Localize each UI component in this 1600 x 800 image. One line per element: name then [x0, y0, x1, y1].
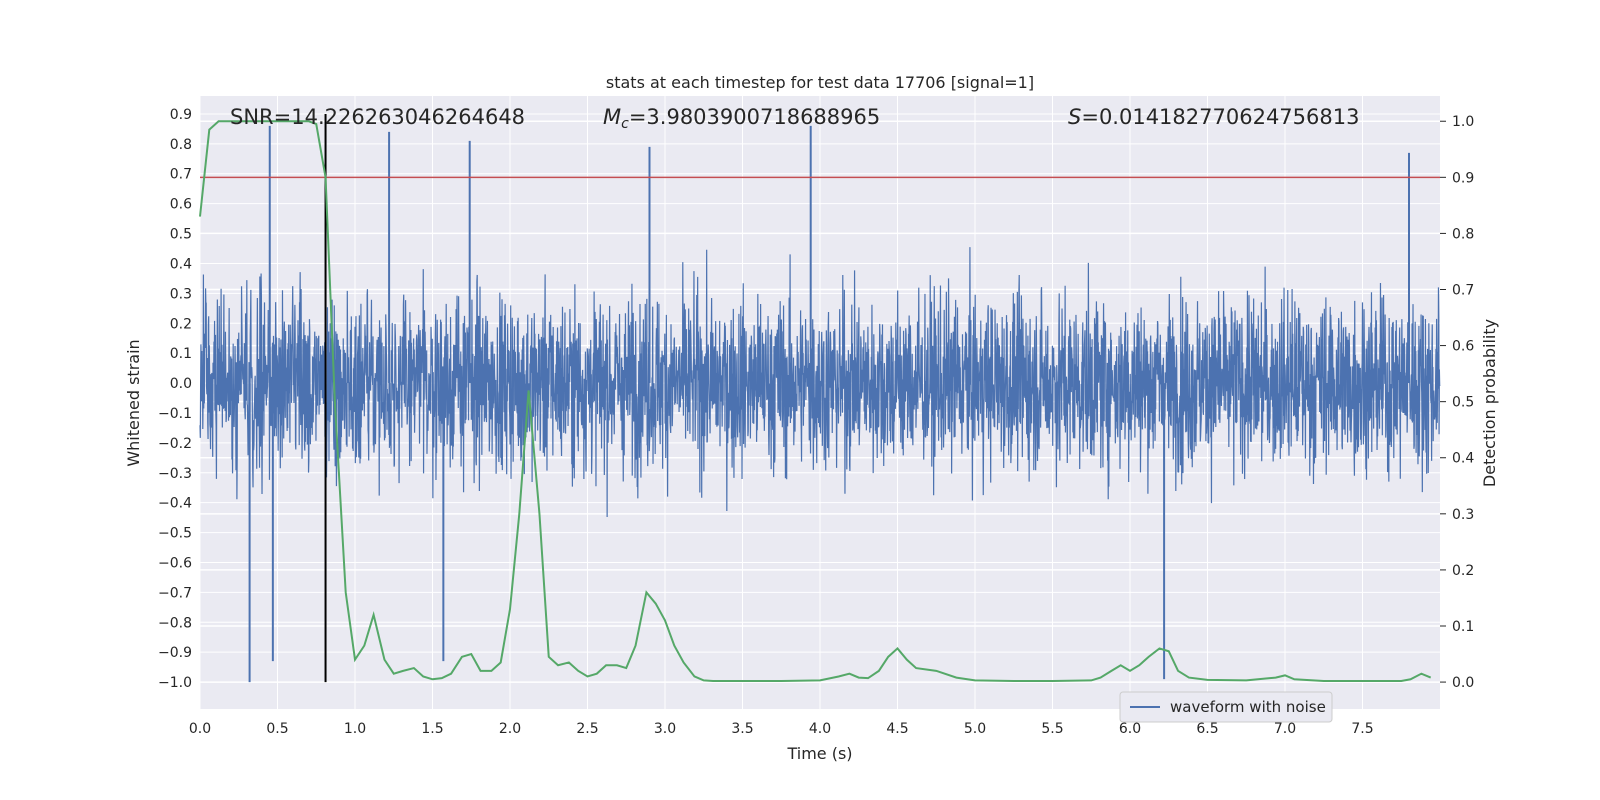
y-left-axis-label: Whitened strain	[124, 339, 143, 466]
legend: waveform with noise	[1119, 691, 1333, 723]
y-right-tick-label: 0.3	[1452, 507, 1474, 523]
y-left-tick-label: 0.6	[170, 197, 192, 213]
legend-label: waveform with noise	[1170, 698, 1326, 716]
s-value: =0.014182770624756813	[1081, 105, 1359, 129]
y-right-tick-label: 0.7	[1452, 282, 1474, 298]
y-right-axis-label: Detection probability	[1480, 319, 1499, 487]
y-left-tick-label: −0.3	[158, 466, 192, 482]
y-right-tick-label: 0.8	[1452, 226, 1474, 242]
y-right-tick-label: 0.9	[1452, 170, 1474, 186]
chirp-mass-subscript: c	[621, 116, 629, 132]
y-left-tick-label: 0.2	[170, 316, 192, 332]
x-tick-label: 5.0	[964, 721, 986, 737]
x-tick-label: 1.0	[344, 721, 366, 737]
x-tick-label: 0.5	[266, 721, 288, 737]
waveform-path	[199, 247, 1441, 518]
probability-series	[199, 120, 1432, 682]
waveform-series	[199, 125, 1441, 683]
y-left-tick-labels: 0.9 0.8 0.7 0.6 0.5 0.4 0.3 0.2 0.1 0.0 −0.1 −0.2 −0…	[158, 107, 192, 691]
chirp-mass-annotation: Mc=3.9803900718688965	[603, 105, 880, 132]
y-left-tick-label: −0.5	[158, 526, 192, 542]
y-left-tick-label: −0.4	[158, 496, 192, 512]
x-tick-label: 3.5	[731, 721, 753, 737]
x-tick-label: 3.0	[654, 721, 676, 737]
y-left-tick-label: −0.6	[158, 555, 192, 571]
y-left-tick-label: −0.9	[158, 645, 192, 661]
x-tick-label: 7.5	[1351, 721, 1373, 737]
x-tick-label: 0.0	[189, 721, 211, 737]
y-right-tick-label: 0.0	[1452, 675, 1474, 691]
y-right-tick-label: 1.0	[1452, 114, 1474, 130]
y-left-tick-label: 0.7	[170, 167, 192, 183]
y-left-tick-label: 0.1	[170, 346, 192, 362]
y-right-tick-label: 0.1	[1452, 619, 1474, 635]
x-tick-label: 6.0	[1119, 721, 1141, 737]
y-left-tick-label: −0.8	[158, 615, 192, 631]
x-tick-label: 4.5	[886, 721, 908, 737]
x-tick-labels: 0.0 0.5 1.0 1.5 2.0 2.5 3.0 3.5 4.0 4.5 5.0 5.5 6.0 6…	[189, 721, 1374, 737]
s-annotation: S=0.014182770624756813	[1068, 105, 1359, 129]
snr-annotation: SNR=14.226263046264648	[230, 105, 525, 129]
x-tick-label: 7.0	[1274, 721, 1296, 737]
y-left-tick-label: 0.5	[170, 227, 192, 243]
y-left-tick-label: −0.7	[158, 585, 192, 601]
chirp-mass-symbol: M	[603, 105, 621, 129]
y-right-tick-labels: 1.0 0.9 0.8 0.7 0.6 0.5 0.4 0.3 0.2 0.1 0.0	[1440, 114, 1474, 691]
x-tick-label: 5.5	[1041, 721, 1063, 737]
y-right-tick-label: 0.4	[1452, 451, 1474, 467]
y-left-tick-label: 0.0	[170, 376, 192, 392]
chart-title: stats at each timestep for test data 177…	[606, 73, 1034, 92]
y-left-tick-label: −0.1	[158, 406, 192, 422]
y-left-tick-label: −0.2	[158, 436, 192, 452]
y-left-tick-label: −1.0	[158, 675, 192, 691]
legend-box	[1119, 691, 1333, 723]
chirp-mass-value: =3.9803900718688965	[629, 105, 880, 129]
y-right-tick-label: 0.2	[1452, 563, 1474, 579]
x-tick-label: 1.5	[421, 721, 443, 737]
x-axis-label: Time (s)	[786, 744, 852, 763]
x-tick-label: 4.0	[809, 721, 831, 737]
s-symbol: S	[1068, 105, 1081, 129]
x-tick-label: 6.5	[1196, 721, 1218, 737]
x-tick-label: 2.0	[499, 721, 521, 737]
x-tick-label: 2.5	[576, 721, 598, 737]
y-left-tick-label: 0.8	[170, 137, 192, 153]
y-left-tick-label: 0.4	[170, 256, 192, 272]
y-left-tick-label: 0.3	[170, 286, 192, 302]
y-left-tick-label: 0.9	[170, 107, 192, 123]
y-right-tick-label: 0.5	[1452, 395, 1474, 411]
y-right-tick-label: 0.6	[1452, 339, 1474, 355]
